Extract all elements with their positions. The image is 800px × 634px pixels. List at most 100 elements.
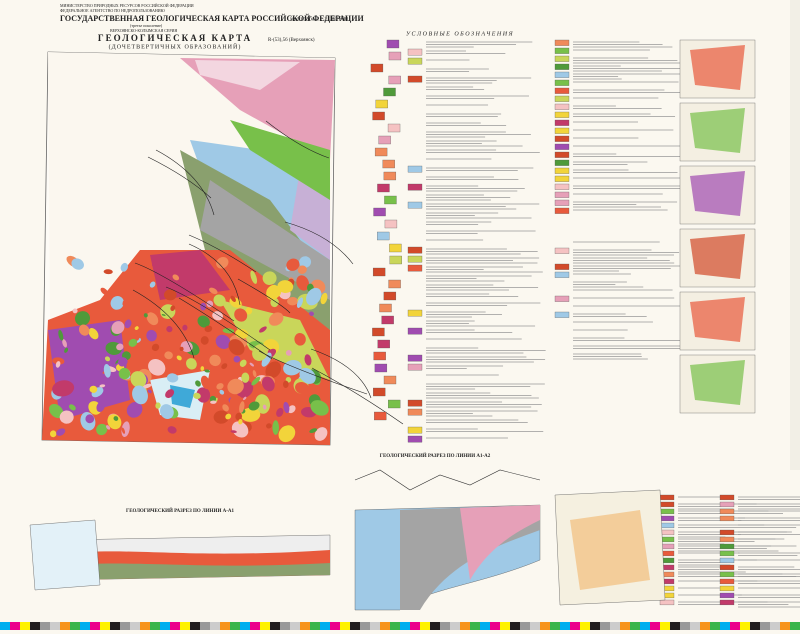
color-bar-cell [100, 622, 110, 630]
map-unit [180, 341, 193, 353]
color-bar-cell [420, 622, 430, 630]
legend-swatch [659, 501, 675, 508]
color-bar-cell [530, 622, 540, 630]
map-unit [149, 314, 153, 321]
color-bar-cell [560, 622, 570, 630]
legend-swatch [719, 564, 735, 571]
map-unit [234, 308, 248, 322]
stratigraphic-box [389, 243, 402, 253]
stratigraphic-box [375, 99, 388, 109]
map-unit [297, 265, 307, 274]
fault-line [134, 262, 235, 322]
fault-line [188, 243, 241, 306]
map-unit [59, 410, 74, 424]
map-unit [287, 296, 299, 306]
map-unit [128, 338, 138, 347]
legend-swatch [719, 501, 735, 508]
map-unit [172, 274, 180, 281]
legend-swatch [554, 71, 570, 78]
color-bar-cell [380, 622, 390, 630]
fault-line [258, 350, 368, 395]
stratigraphic-box [388, 51, 402, 61]
map-unit [250, 270, 258, 284]
color-bar-cell [190, 622, 200, 630]
inset-area [690, 108, 745, 153]
color-bar-cell [260, 622, 270, 630]
map-unit [193, 392, 201, 400]
map-unit [180, 58, 335, 160]
map-unit [248, 401, 260, 411]
color-bar-cell [70, 622, 80, 630]
legend-swatch [554, 39, 570, 46]
legend-swatch [554, 135, 570, 142]
map-unit [179, 346, 184, 351]
color-bar-cell [620, 622, 630, 630]
legend-swatch [554, 263, 570, 270]
map-unit [85, 414, 95, 424]
stratigraphic-box [383, 171, 397, 181]
color-bar-cell [650, 622, 660, 630]
map-unit [222, 328, 235, 334]
legend-swatch [554, 111, 570, 118]
map-unit [254, 394, 271, 414]
map-unit [238, 419, 243, 425]
legend-swatch [407, 354, 423, 362]
color-bar-cell [540, 622, 550, 630]
map-unit [230, 120, 330, 200]
map-unit [142, 383, 152, 389]
color-bar-cell [40, 622, 50, 630]
color-bar-cell [700, 622, 710, 630]
map-unit [268, 312, 284, 326]
map-unit [219, 389, 225, 395]
color-bar-cell [470, 622, 480, 630]
map-unit [200, 180, 330, 300]
stratigraphic-box [370, 63, 384, 73]
map-unit [239, 401, 245, 414]
map-unit [197, 315, 210, 328]
legend-swatch [407, 264, 423, 272]
map-unit [130, 371, 147, 388]
stratigraphic-box [374, 411, 387, 421]
stratigraphic-box [374, 147, 388, 157]
map-unit [134, 326, 139, 330]
map-unit [164, 351, 173, 360]
stratigraphic-box [372, 327, 385, 337]
color-bar-cell [390, 622, 400, 630]
map-unit [204, 369, 210, 373]
legend-swatch [554, 247, 570, 254]
legend-swatch [554, 271, 570, 278]
map-unit [257, 306, 262, 310]
color-bar-cell [50, 622, 60, 630]
color-bar-cell [250, 622, 260, 630]
color-bar-cell [230, 622, 240, 630]
map-unit [277, 280, 294, 294]
legend-swatch [554, 119, 570, 126]
sheet-number: R-(53),56 (Верхоянск) [268, 38, 315, 43]
legend-swatch [407, 201, 423, 209]
color-bar-cell [720, 622, 730, 630]
map-subtitle: (ДОЧЕТВЕРТИЧНЫХ ОБРАЗОВАНИЙ) [109, 42, 242, 50]
stratigraphic-box [378, 135, 391, 145]
map-unit [200, 302, 207, 311]
stratigraphic-box [379, 303, 392, 313]
map-unit [165, 389, 175, 399]
color-bar-cell [510, 622, 520, 630]
legend-swatch [554, 167, 570, 174]
map-unit [151, 343, 160, 352]
map-unit [96, 423, 108, 436]
color-bar-cell [600, 622, 610, 630]
map-unit [245, 307, 253, 315]
map-unit [146, 312, 159, 326]
map-unit [148, 358, 166, 376]
map-unit [213, 294, 226, 307]
scale: масштаба 1 : 1 000 000 [290, 15, 348, 22]
inset-area [690, 360, 745, 405]
map-unit [170, 305, 176, 312]
color-bar-cell [180, 622, 190, 630]
legend-swatch [554, 47, 570, 54]
map-unit [230, 430, 237, 433]
map-unit [266, 284, 280, 301]
legend-swatch [659, 599, 675, 606]
map-unit [231, 421, 249, 438]
map-unit [296, 297, 304, 308]
